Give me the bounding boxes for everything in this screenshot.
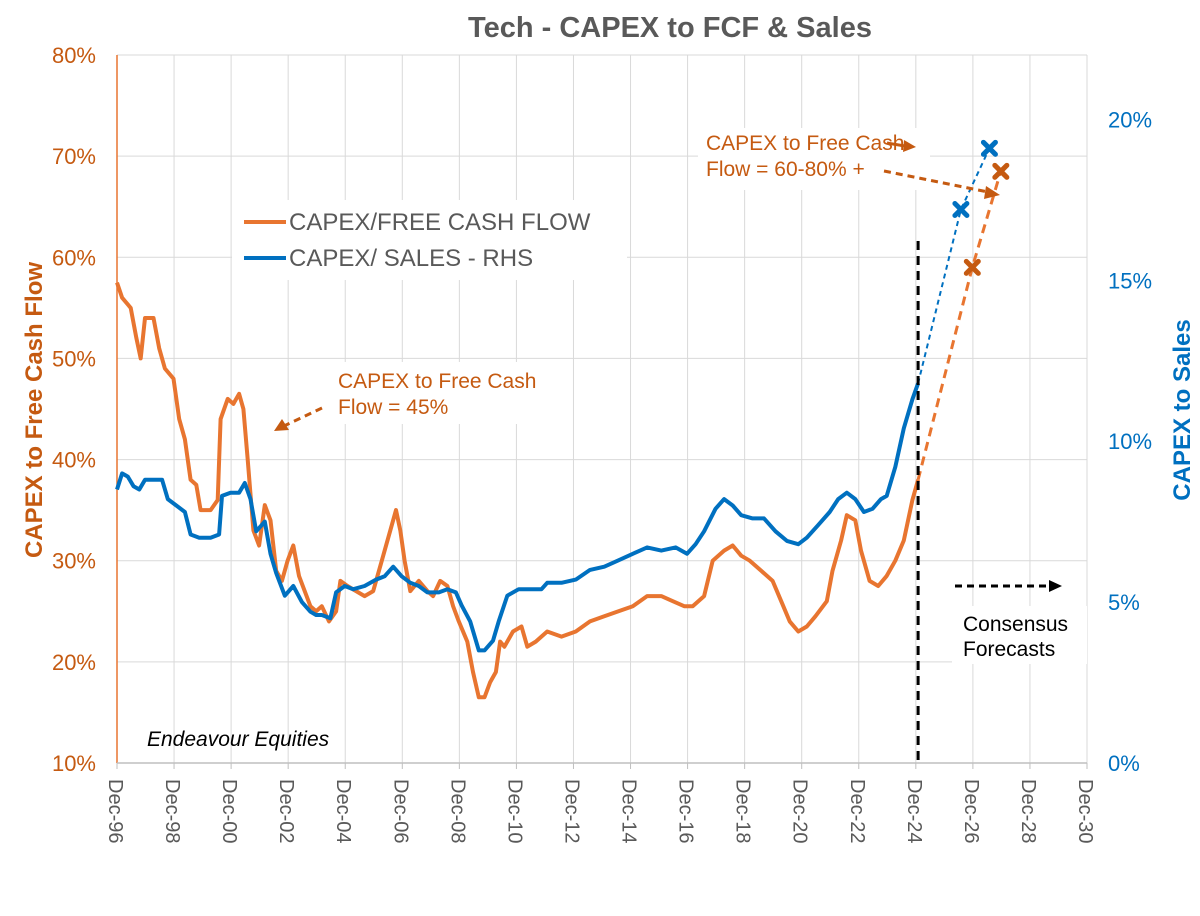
- x-tick-label: Dec-10: [503, 779, 525, 843]
- series-layer: [115, 281, 921, 700]
- consensus-line1: Consensus: [963, 613, 1068, 636]
- x-axis: Dec-96 Dec-98 Dec-00 Dec-02 Dec-04 Dec-06 Dec-…: [104, 762, 1096, 843]
- right-axis: 0% 5% 10% 15% 20%: [1108, 107, 1152, 776]
- annotation-fcf-45-arrow-line: [283, 406, 323, 428]
- forecast-line-fcf: [916, 170, 1003, 481]
- forecast-marker-sales: [980, 139, 998, 157]
- x-tick-label: Dec-14: [618, 779, 640, 843]
- forecast-marker-fcf: [992, 162, 1010, 180]
- legend-label-sales: CAPEX/ SALES - RHS: [289, 245, 533, 272]
- x-tick-label: Dec-06: [389, 779, 411, 843]
- series-line-sales: [115, 382, 920, 653]
- consensus-forecasts: Consensus Forecasts: [952, 580, 1087, 664]
- legend-box: [232, 200, 627, 280]
- right-tick-label: 0%: [1108, 751, 1140, 776]
- annotation-fcf-6080-line2: Flow = 60-80% +: [706, 158, 865, 181]
- right-tick-label: 10%: [1108, 429, 1152, 454]
- annotation-fcf-6080-line1: CAPEX to Free Cash: [706, 132, 904, 155]
- x-tick-label: Dec-20: [789, 779, 811, 843]
- annotation-fcf-6080-box: [698, 128, 930, 190]
- source-label: Endeavour Equities: [147, 728, 330, 751]
- annotation-fcf-45-arrowhead: [274, 419, 289, 431]
- legend: CAPEX/FREE CASH FLOW CAPEX/ SALES - RHS: [232, 200, 627, 280]
- left-axis: 10% 20% 30% 40% 50% 60% 70% 80%: [52, 43, 118, 776]
- annotation-fcf-6080-pointer-line: [886, 141, 906, 148]
- annotation-fcf-45-line2: Flow = 45%: [338, 396, 448, 419]
- annotation-fcf-6080-arrowhead: [984, 186, 1000, 199]
- left-axis-label: CAPEX to Free Cash Flow: [21, 262, 48, 558]
- consensus-box: [952, 606, 1087, 664]
- x-tick-label: Dec-18: [732, 779, 754, 843]
- x-tick-label: Dec-02: [275, 779, 297, 843]
- forecast-marker-sales: [952, 200, 970, 218]
- left-tick-label: 70%: [52, 144, 96, 169]
- consensus-line2: Forecasts: [963, 638, 1055, 661]
- annotation-fcf-6080-arrow-line: [883, 169, 989, 194]
- left-tick-label: 80%: [52, 43, 96, 68]
- legend-label-fcf: CAPEX/FREE CASH FLOW: [289, 209, 591, 236]
- left-tick-label: 40%: [52, 448, 96, 473]
- x-tick-label: Dec-98: [161, 779, 183, 843]
- annotation-fcf-6080-pointer-head: [903, 140, 916, 152]
- x-tick-label: Dec-08: [446, 779, 468, 843]
- annotation-fcf-45-box: [328, 362, 564, 424]
- annotation-fcf-45: CAPEX to Free Cash Flow = 45%: [274, 362, 564, 431]
- forecast-marker-fcf: [963, 258, 981, 276]
- left-tick-label: 20%: [52, 650, 96, 675]
- x-tick-label: Dec-30: [1074, 779, 1096, 843]
- right-tick-label: 20%: [1108, 107, 1152, 132]
- annotation-fcf-45-line1: CAPEX to Free Cash: [338, 370, 536, 393]
- x-tick-label: Dec-16: [675, 779, 697, 843]
- left-tick-label: 50%: [52, 346, 96, 371]
- x-tick-label: Dec-28: [1017, 779, 1039, 843]
- x-tick-label: Dec-12: [560, 779, 582, 843]
- right-tick-label: 15%: [1108, 268, 1152, 293]
- left-tick-label: 30%: [52, 549, 96, 574]
- consensus-arrowhead: [1049, 580, 1062, 592]
- forecast-layer: [916, 139, 1010, 481]
- left-tick-label: 60%: [52, 245, 96, 270]
- x-tick-label: Dec-24: [903, 779, 925, 843]
- x-tick-label: Dec-00: [218, 779, 240, 843]
- grid-lines: [116, 54, 1088, 764]
- right-axis-label: CAPEX to Sales: [1169, 319, 1196, 500]
- x-tick-label: Dec-22: [846, 779, 868, 843]
- chart-title: Tech - CAPEX to FCF & Sales: [468, 12, 872, 44]
- x-tick-label: Dec-96: [104, 779, 126, 843]
- series-line-fcf: [115, 281, 921, 700]
- right-tick-label: 5%: [1108, 590, 1140, 615]
- x-tick-label: Dec-26: [960, 779, 982, 843]
- x-tick-label: Dec-04: [332, 779, 354, 843]
- annotation-fcf-6080: CAPEX to Free Cash Flow = 60-80% +: [698, 128, 1000, 199]
- left-tick-label: 10%: [52, 751, 96, 776]
